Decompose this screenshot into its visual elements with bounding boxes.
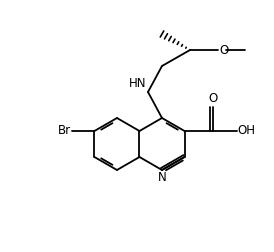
Text: HN: HN — [129, 77, 146, 90]
Text: N: N — [158, 171, 166, 184]
Text: O: O — [219, 44, 228, 56]
Text: Br: Br — [58, 124, 72, 138]
Text: OH: OH — [238, 124, 256, 138]
Text: O: O — [208, 92, 217, 105]
